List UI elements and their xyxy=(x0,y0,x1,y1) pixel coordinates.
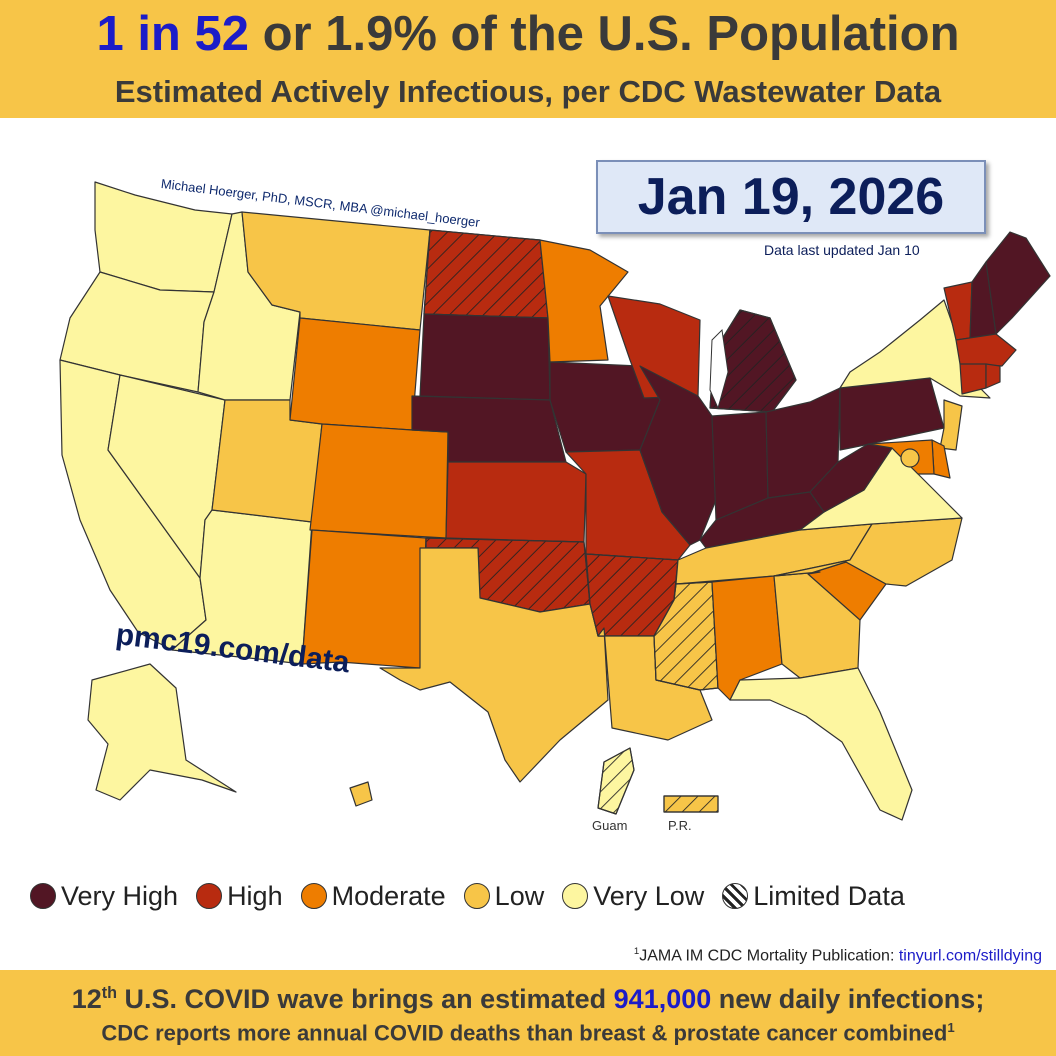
subtitle: Estimated Actively Infectious, per CDC W… xyxy=(114,74,942,109)
data-updated-note: Data last updated Jan 10 xyxy=(764,242,920,258)
lake-michigan xyxy=(709,328,729,410)
state-fl xyxy=(729,667,913,821)
state-me xyxy=(985,231,1051,335)
state-nc xyxy=(773,517,963,587)
state-il xyxy=(639,365,717,546)
legend-label: Very Low xyxy=(593,880,705,911)
legend: Very High High Moderate Low Very Low Lim… xyxy=(30,876,1030,916)
legend-item-very-high: Very High xyxy=(30,881,178,912)
footer-line-1-mid: U.S. COVID wave brings an estimated xyxy=(117,984,614,1014)
legend-swatch xyxy=(562,883,589,909)
limited-data-hatch-nd xyxy=(423,229,549,319)
legend-label: Low xyxy=(494,880,545,911)
pr-label: P.R. xyxy=(668,818,692,833)
state-nj xyxy=(939,399,963,451)
footnote-text: JAMA IM CDC Mortality Publication: xyxy=(639,947,899,965)
state-nm xyxy=(301,529,427,669)
legend-label: Limited Data xyxy=(753,880,905,911)
footnote-marker: 1 xyxy=(633,946,640,957)
footer-line-2-text: CDC reports more annual COVID deaths tha… xyxy=(101,1020,948,1046)
state-ma xyxy=(955,333,1017,367)
footer-banner xyxy=(0,970,1056,1056)
legend-item-very-low: Very Low xyxy=(562,881,704,912)
state-ks xyxy=(445,461,587,543)
state-ri xyxy=(985,363,1001,389)
state-ct xyxy=(959,363,987,395)
legend-label: Very High xyxy=(61,880,179,911)
footnote-link[interactable]: tinyurl.com/stilldying xyxy=(898,947,1042,965)
legend-swatch xyxy=(196,883,223,909)
us-map xyxy=(0,118,1056,858)
legend-item-high: High xyxy=(196,881,283,912)
wave-ordinal: th xyxy=(101,984,118,1002)
legend-swatch xyxy=(300,883,327,909)
footer-line-2-marker: 1 xyxy=(947,1020,955,1035)
legend-item-moderate: Moderate xyxy=(300,880,446,912)
limited-data-hatch-gu xyxy=(597,747,635,815)
legend-swatch xyxy=(463,883,490,909)
footnote: 1JAMA IM CDC Mortality Publication: tiny… xyxy=(634,946,1042,965)
legend-label: High xyxy=(227,880,283,911)
state-co xyxy=(309,423,449,539)
footer-line-1-suffix: new daily infections; xyxy=(711,984,985,1014)
us-map-svg xyxy=(59,181,1051,821)
guam-label: Guam xyxy=(592,818,628,833)
footer-line-2: CDC reports more annual COVID deaths tha… xyxy=(0,1020,1056,1046)
headline: 1 in 52 or 1.9% of the U.S. Population xyxy=(0,6,1056,62)
state-pa xyxy=(839,377,945,451)
date-text: Jan 19, 2026 xyxy=(637,168,945,226)
legend-item-limited-data: Limited Data xyxy=(722,881,905,912)
legend-swatch-hatched xyxy=(722,883,749,909)
state-wa xyxy=(94,181,233,293)
wave-number: 12 xyxy=(71,984,102,1014)
state-hi xyxy=(349,781,373,807)
legend-swatch xyxy=(30,883,56,909)
headline-rest: or 1.9% of the U.S. Population xyxy=(248,7,960,61)
footer-line-1: 12th U.S. COVID wave brings an estimated… xyxy=(0,984,1056,1015)
state-wy xyxy=(289,317,421,431)
legend-label: Moderate xyxy=(331,880,446,911)
header-banner xyxy=(0,0,1056,118)
state-dc xyxy=(900,448,920,468)
daily-infections: 941,000 xyxy=(613,984,712,1014)
date-box: Jan 19, 2026 xyxy=(596,160,986,234)
headline-highlight: 1 in 52 xyxy=(96,7,249,61)
limited-data-hatch-pr xyxy=(663,795,719,813)
state-tx xyxy=(379,547,609,783)
legend-item-low: Low xyxy=(463,880,545,912)
state-sd xyxy=(419,313,551,401)
state-ak xyxy=(87,663,237,801)
state-mn xyxy=(539,239,629,363)
